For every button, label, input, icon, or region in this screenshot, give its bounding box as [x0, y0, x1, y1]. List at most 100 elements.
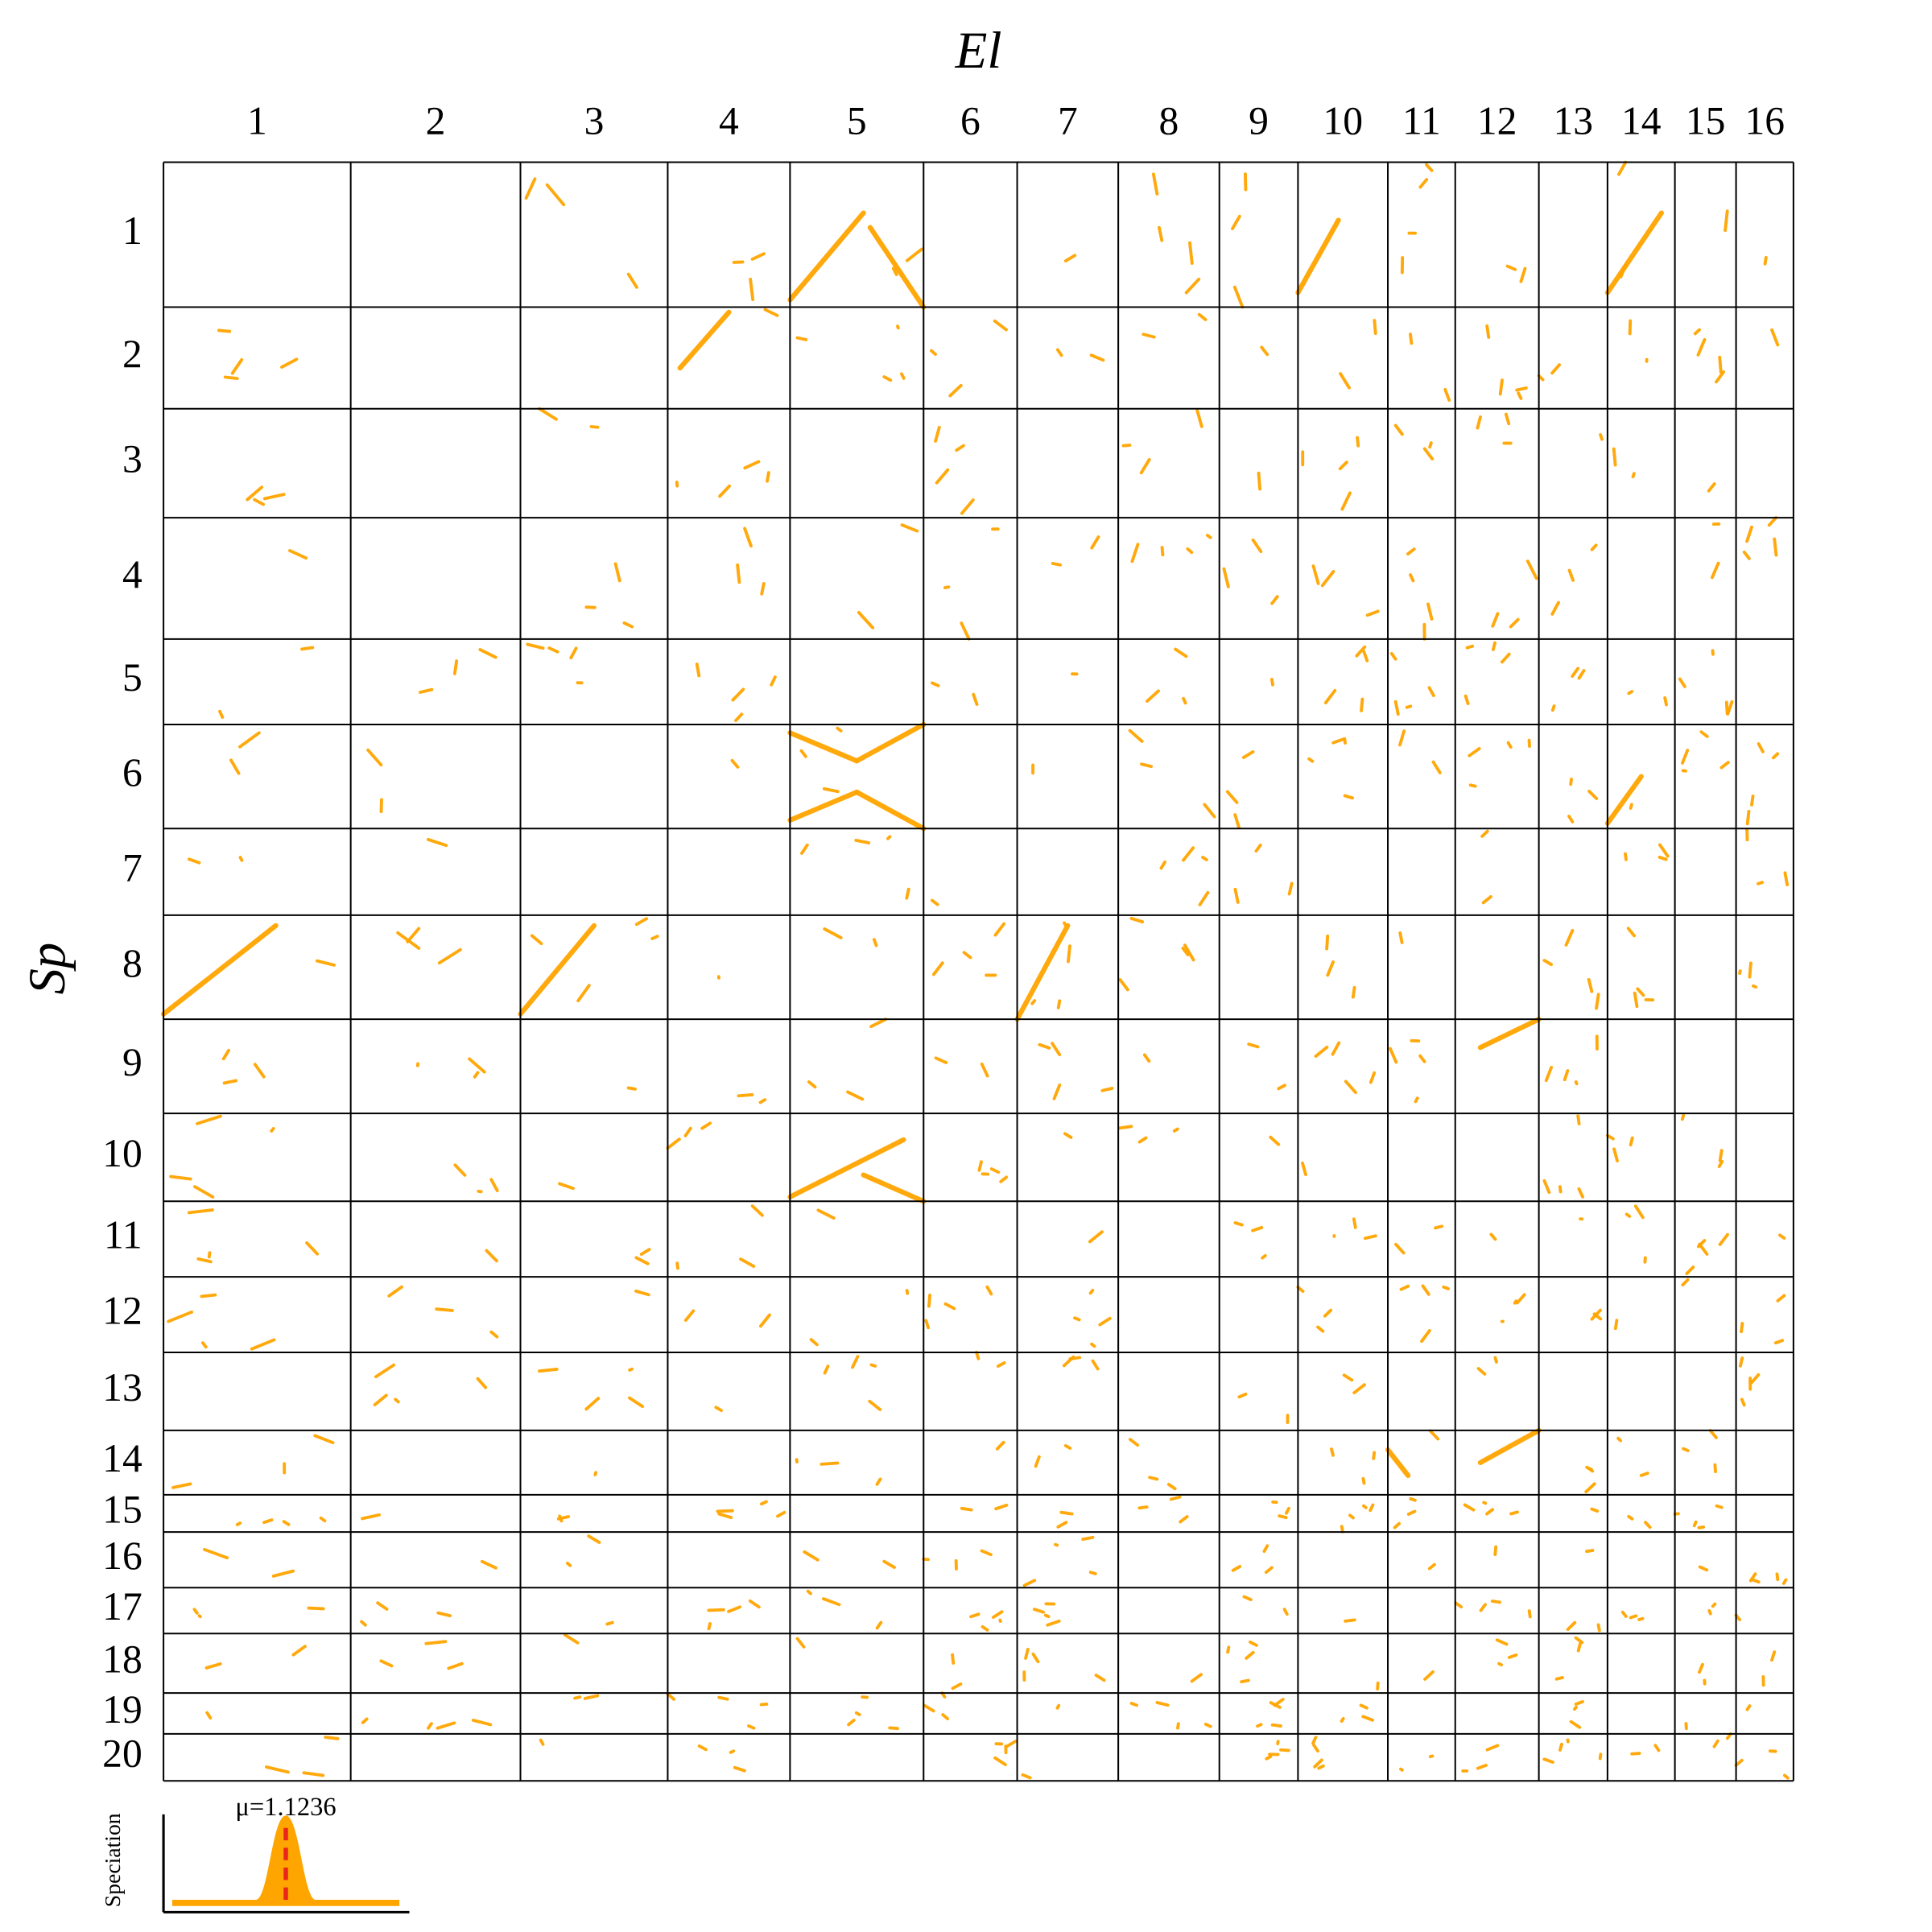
- synteny-segment: [1740, 1397, 1746, 1407]
- column-label: 12: [1477, 99, 1517, 143]
- synteny-segment: [1697, 1525, 1706, 1530]
- synteny-segment: [1414, 1096, 1419, 1104]
- synteny-segment: [969, 1612, 980, 1619]
- column-label: 3: [584, 99, 605, 143]
- synteny-segment: [1343, 737, 1347, 745]
- synteny-segment: [943, 1302, 956, 1311]
- column-label: 14: [1621, 99, 1662, 143]
- synteny-segment: [1513, 1299, 1518, 1305]
- synteny-segment: [1184, 277, 1201, 295]
- synteny-segment: [223, 375, 239, 381]
- row-label: 14: [102, 1436, 142, 1480]
- synteny-segment: [1421, 1284, 1430, 1296]
- synteny-segment: [537, 1368, 559, 1373]
- synteny-segment: [1718, 1149, 1724, 1162]
- synteny-segment: [1550, 363, 1562, 375]
- column-label: 13: [1553, 99, 1593, 143]
- synteny-segment: [489, 1330, 499, 1339]
- synteny-segment: [1362, 650, 1369, 663]
- synteny-segment: [999, 1175, 1009, 1183]
- synteny-segment: [200, 1293, 217, 1298]
- synteny-segment: [677, 309, 732, 371]
- synteny-segment: [435, 1307, 454, 1312]
- synteny-segment: [161, 923, 279, 1017]
- synteny-segment: [427, 1722, 433, 1730]
- synteny-segment: [731, 687, 745, 702]
- synteny-segment: [1544, 1066, 1554, 1083]
- synteny-segment: [1738, 1356, 1744, 1368]
- synteny-segment: [1137, 1505, 1149, 1510]
- synteny-segment: [291, 1645, 307, 1657]
- synteny-segment: [1265, 1755, 1273, 1761]
- synteny-segment: [187, 857, 201, 865]
- synteny-segment: [1398, 729, 1406, 747]
- synteny-segment: [943, 585, 951, 589]
- synteny-segment: [1750, 1373, 1761, 1385]
- synteny-segment: [1476, 1367, 1487, 1376]
- synteny-segment: [1051, 1042, 1062, 1056]
- synteny-segment: [759, 1313, 771, 1328]
- synteny-segment: [1338, 460, 1348, 471]
- synteny-segment: [1698, 1662, 1704, 1674]
- synteny-segment: [1389, 1046, 1398, 1064]
- synteny-segment: [960, 621, 971, 641]
- synteny-segment: [394, 1397, 400, 1404]
- synteny-segment: [934, 1056, 948, 1064]
- synteny-segment: [187, 1208, 214, 1215]
- synteny-segment: [1326, 960, 1335, 977]
- synteny-segment: [985, 1285, 993, 1296]
- synteny-segment: [406, 927, 421, 943]
- synteny-segment: [1627, 1514, 1634, 1521]
- synteny-segment: [1426, 602, 1434, 621]
- synteny-segment: [867, 225, 927, 310]
- synteny-segment: [1598, 1752, 1603, 1761]
- synteny-segment: [1179, 1515, 1189, 1524]
- synteny-segment: [823, 927, 843, 939]
- synteny-segment: [1360, 697, 1364, 712]
- synteny-segment: [1617, 160, 1628, 176]
- synteny-segment: [639, 1248, 651, 1257]
- synteny-segment: [1348, 1513, 1355, 1520]
- synteny-segment: [1776, 1294, 1786, 1302]
- synteny-segment: [1055, 1703, 1061, 1710]
- synteny-segment: [683, 1126, 692, 1137]
- synteny-segment: [1726, 700, 1734, 716]
- synteny-segment: [1699, 730, 1709, 738]
- synteny-segment: [305, 1241, 320, 1256]
- synteny-segment: [1707, 482, 1716, 493]
- synteny-segment: [930, 349, 937, 356]
- synteny-segment: [1773, 1339, 1785, 1345]
- synteny-segment: [1186, 547, 1194, 555]
- synteny-segment: [1376, 1681, 1380, 1690]
- synteny-segment: [1685, 1265, 1695, 1276]
- synteny-segment: [1427, 686, 1435, 697]
- row-label: 6: [122, 750, 142, 795]
- synteny-segment: [473, 1071, 480, 1079]
- synteny-segment: [1146, 689, 1160, 703]
- synteny-segment: [471, 1719, 493, 1727]
- synteny-segment: [1681, 749, 1690, 765]
- synteny-segment: [718, 484, 732, 498]
- synteny-segment: [1090, 1342, 1096, 1348]
- synteny-segment: [899, 372, 906, 380]
- synteny-segment: [1468, 746, 1481, 758]
- synteny-segment: [1491, 612, 1500, 628]
- synteny-segment: [1757, 881, 1764, 886]
- synteny-segment: [675, 1261, 679, 1270]
- synteny-segment: [1073, 1316, 1081, 1322]
- synteny-segment: [468, 1057, 486, 1074]
- synteny-segment: [587, 1534, 601, 1544]
- synteny-segment: [1574, 1080, 1579, 1086]
- synteny-segment: [271, 1569, 295, 1578]
- synteny-segment: [1264, 1566, 1274, 1575]
- synteny-segment: [948, 383, 963, 398]
- synteny-segment: [924, 1319, 931, 1330]
- synteny-segment: [526, 642, 545, 650]
- x-title: El: [955, 22, 1002, 80]
- synteny-segment: [675, 481, 679, 488]
- synteny-segment: [923, 1703, 935, 1713]
- synteny-segment: [776, 1510, 786, 1518]
- row-label: 17: [102, 1584, 142, 1629]
- synteny-segment: [847, 1719, 856, 1727]
- row-label: 7: [122, 846, 142, 890]
